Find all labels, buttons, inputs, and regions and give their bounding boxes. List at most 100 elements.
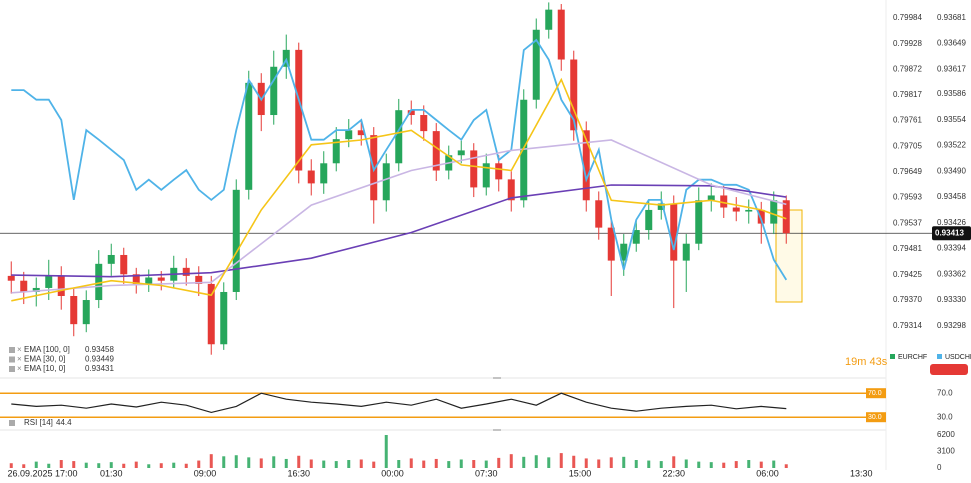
rsi-panel: 70.0 70.0 30.0 30.0 RSI [14] 44.4	[0, 388, 953, 427]
volume-bar	[784, 464, 788, 468]
legend-label: EMA [30, 0]	[24, 355, 65, 364]
candle-body	[332, 139, 340, 164]
symbol-chip[interactable]	[890, 354, 895, 359]
y2-tick-label: 0.93681	[937, 13, 966, 22]
volume-bar	[434, 458, 438, 468]
candle-body	[507, 179, 515, 201]
volume-bar	[772, 460, 776, 468]
volume-bar	[222, 456, 226, 468]
volume-bar	[634, 460, 638, 468]
candle-body	[457, 150, 465, 156]
volume-bar	[747, 460, 751, 468]
candle-body	[120, 254, 128, 275]
volume-bar	[547, 457, 551, 468]
volume-bar	[659, 461, 663, 468]
legend-value: 0.93431	[85, 364, 114, 373]
volume-bar	[534, 455, 538, 468]
candle-body	[532, 29, 540, 100]
candle-body	[57, 275, 65, 296]
symbol-chip[interactable]	[937, 354, 942, 359]
volume-bar	[259, 458, 263, 468]
candle-body	[432, 131, 440, 171]
candle-body	[357, 130, 365, 136]
candle-body	[707, 195, 715, 201]
volume-bar	[159, 463, 163, 468]
volume-bar	[722, 462, 726, 468]
x-tick-label: 13:30	[850, 468, 873, 478]
candle-body	[182, 267, 190, 276]
candle-body	[607, 227, 615, 261]
legend-icon[interactable]	[9, 347, 15, 353]
y2-tick-label: 0.93394	[937, 244, 966, 253]
symbol-label[interactable]: EURCHF	[898, 354, 927, 361]
x-tick-label: 26.09.2025 17:00	[7, 468, 77, 478]
y-tick-label: 30.0	[937, 412, 953, 421]
volume-bar	[184, 463, 188, 468]
y-tick-label: 0.79649	[893, 167, 922, 176]
y-tick-label: 70.0	[937, 388, 953, 397]
y-tick-label: 0.79872	[893, 65, 922, 74]
rsi-band-tag	[866, 388, 886, 399]
y-tick-label: 0.79761	[893, 116, 922, 125]
candle-body	[70, 296, 78, 325]
candle-body	[207, 283, 215, 345]
rsi-band-tag	[866, 412, 886, 423]
legend-icon[interactable]	[9, 366, 15, 372]
x-tick-label: 00:00	[381, 468, 404, 478]
y-tick-label: 0.79705	[893, 141, 922, 150]
y-tick-label: 0.79481	[893, 244, 922, 253]
volume-bar	[672, 456, 676, 468]
candle-body	[132, 274, 140, 284]
volume-bar	[459, 459, 463, 468]
volume-bar	[172, 462, 176, 468]
volume-bar	[484, 460, 488, 468]
volume-bar	[597, 459, 601, 468]
volume-bar	[322, 460, 326, 468]
legend: × EMA [100, 0] 0.93458× EMA [30, 0] 0.93449×…	[9, 345, 971, 375]
volume-bar	[684, 459, 688, 468]
candle-body	[720, 195, 728, 208]
volume-bar	[709, 462, 713, 468]
candle-body	[82, 300, 90, 325]
volume-bar	[84, 462, 88, 468]
volume-bar	[447, 461, 451, 468]
candle-body	[382, 163, 390, 201]
candle-body	[232, 189, 240, 292]
candle-body	[270, 66, 278, 116]
candle-body	[295, 49, 303, 171]
legend-icon[interactable]	[9, 356, 15, 363]
volume-bar	[109, 462, 113, 468]
candle-body	[745, 209, 753, 212]
y2-tick-label: 0.93490	[937, 166, 966, 175]
volume-bar	[734, 461, 738, 468]
ema-line	[11, 77, 787, 302]
volume-bar	[497, 457, 501, 468]
y2-tick-label: 0.93330	[937, 295, 966, 304]
volume-bar	[147, 464, 151, 468]
symbol-label[interactable]: USDCHF	[945, 354, 971, 361]
volume-bar	[297, 455, 301, 468]
volume-bar	[334, 461, 338, 468]
x-tick-label: 15:00	[569, 468, 592, 478]
symbol-badge[interactable]	[930, 364, 968, 375]
candle-body	[145, 277, 153, 284]
legend-icon[interactable]	[9, 420, 15, 426]
candle-body	[782, 200, 790, 234]
y2-tick-label: 0.93554	[937, 115, 966, 124]
volume-bar	[272, 456, 276, 468]
y-tick-label: 0.79537	[893, 218, 922, 227]
volume-bar	[759, 461, 763, 468]
volume-bar	[234, 455, 238, 468]
volume-bar	[559, 453, 563, 468]
legend-value: 0.93449	[85, 355, 114, 364]
candle-body	[107, 254, 115, 264]
y2-tick-label: 0.93522	[937, 141, 966, 150]
x-tick-label: 16:30	[287, 468, 310, 478]
y2-tick-label: 0.93458	[937, 192, 966, 201]
volume-bar	[97, 463, 101, 468]
y-tick-label: 0	[937, 463, 942, 472]
volume-bar	[59, 460, 63, 468]
countdown: 19m 43s	[845, 356, 888, 368]
